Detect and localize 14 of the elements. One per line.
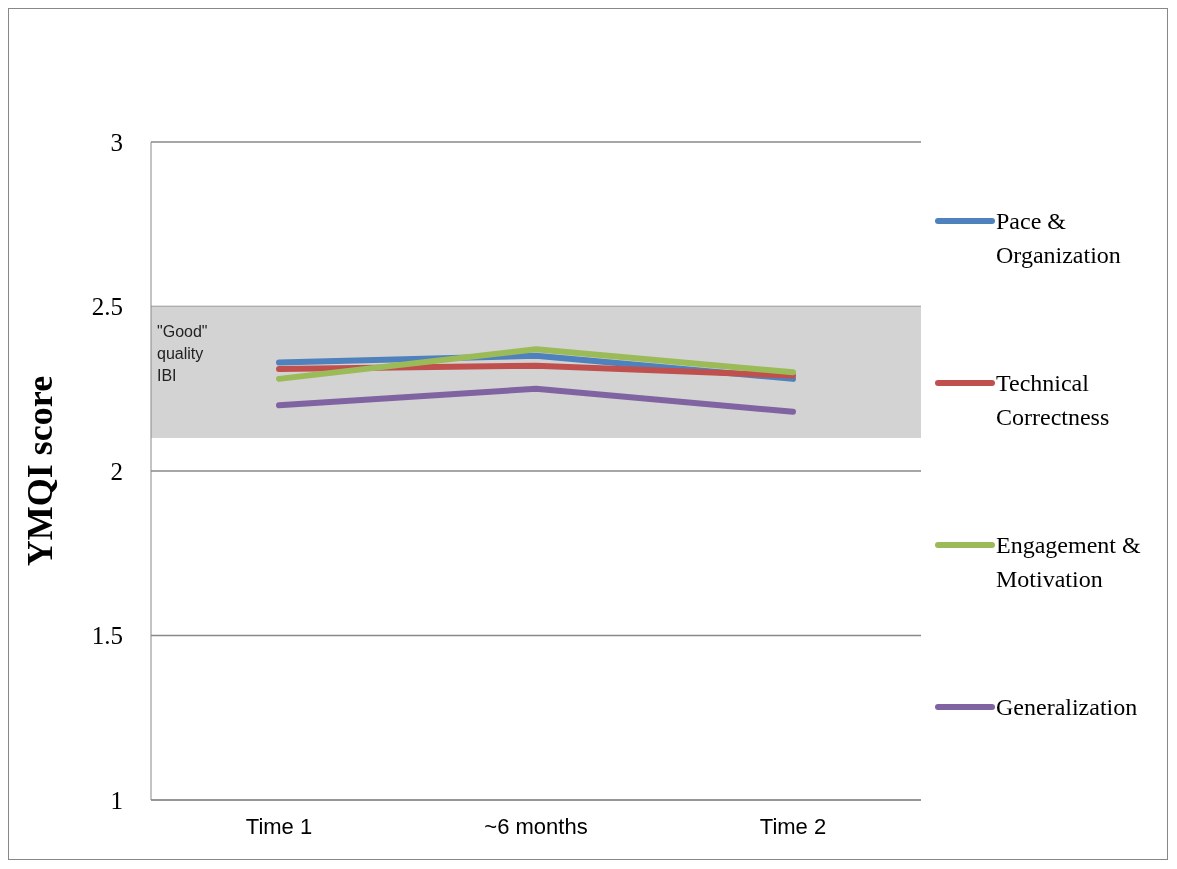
y-tick-label: 2 xyxy=(110,457,123,485)
legend-label: Engagement & Motivation xyxy=(996,531,1142,594)
x-tick-label: Time 1 xyxy=(245,813,313,839)
legend-label: Pace & Organization xyxy=(996,207,1122,270)
legend-label: Generalization xyxy=(996,693,1138,722)
band-label: "Good" quality IBI xyxy=(157,321,209,386)
y-tick-label: 1 xyxy=(110,786,123,814)
y-tick-label: 2.5 xyxy=(91,293,123,321)
legend-label: Technical Correctness xyxy=(996,369,1111,432)
y-axis-title: YMQI score xyxy=(19,375,60,567)
x-tick-label: Time 2 xyxy=(759,813,827,839)
y-tick-label: 3 xyxy=(110,128,123,156)
x-tick-label: ~6 months xyxy=(484,813,588,839)
y-tick-label: 1.5 xyxy=(91,622,123,650)
